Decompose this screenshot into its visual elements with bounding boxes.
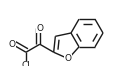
- Text: Cl: Cl: [21, 61, 30, 66]
- Text: O: O: [36, 24, 43, 33]
- Text: O: O: [65, 54, 72, 63]
- Text: O: O: [9, 40, 16, 49]
